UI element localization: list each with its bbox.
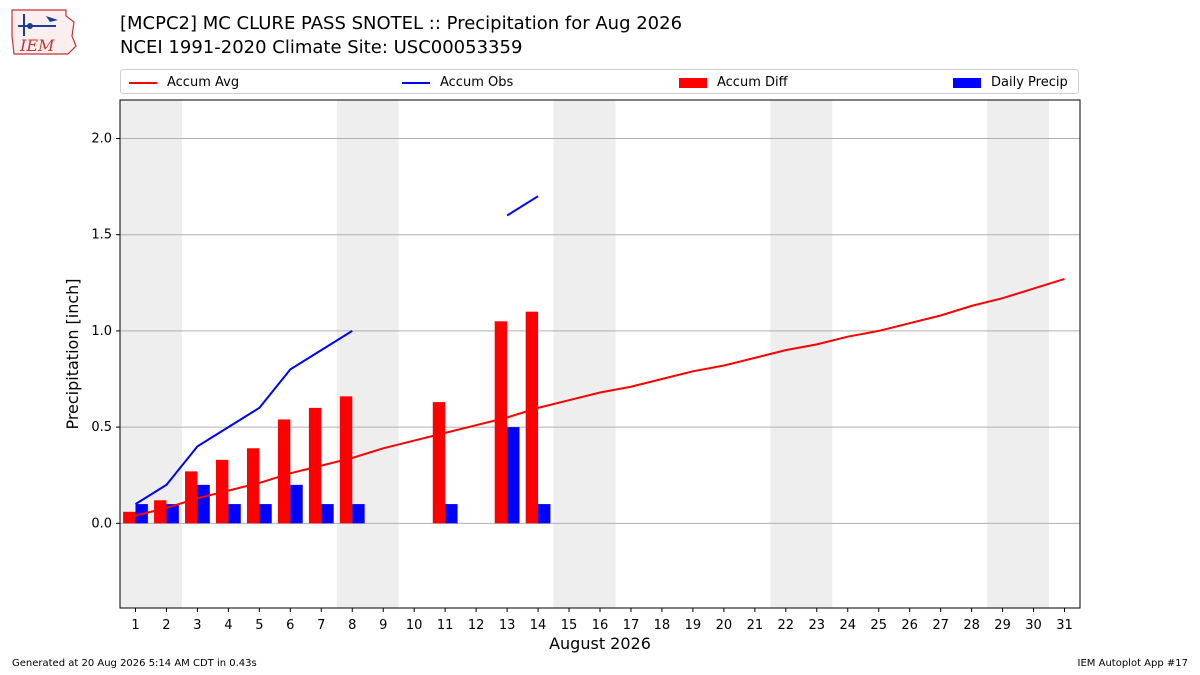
y-tick-label: 0.0	[91, 516, 112, 531]
accum-diff-bar	[432, 402, 446, 524]
legend-accum-obs-swatch	[402, 81, 430, 84]
generated-timestamp: Generated at 20 Aug 2026 5:14 AM CDT in …	[12, 658, 257, 669]
weekend-shade	[553, 100, 616, 608]
accum-diff-bar	[308, 407, 322, 524]
legend-accum-avg-swatch	[129, 81, 157, 84]
x-tick-label: 26	[901, 618, 918, 633]
daily-precip-bar	[538, 504, 551, 524]
accum-obs-line	[134, 330, 353, 505]
legend-accum-diff-label: Accum Diff	[717, 75, 788, 90]
x-tick-label: 7	[317, 618, 325, 633]
legend-accum-avg-label: Accum Avg	[167, 75, 240, 90]
y-tick-label: 2.0	[91, 131, 112, 146]
x-tick-label: 20	[716, 618, 733, 633]
x-tick-label: 18	[654, 618, 671, 633]
x-tick-label: 24	[839, 618, 856, 633]
x-tick-label: 16	[592, 618, 609, 633]
legend-accum-obs: Accum Obs	[402, 70, 513, 95]
y-tick-label: 0.5	[91, 420, 112, 435]
x-tick-label: 19	[685, 618, 702, 633]
x-tick-label: 23	[809, 618, 826, 633]
x-tick-label: 29	[994, 618, 1011, 633]
weekend-shade	[770, 100, 833, 608]
daily-precip-bar	[259, 504, 272, 524]
accum-obs-line	[506, 195, 539, 217]
logo-text: IEM	[19, 36, 55, 55]
x-tick-label: 6	[286, 618, 294, 633]
daily-precip-bar	[445, 504, 458, 524]
legend-accum-diff-swatch	[679, 77, 707, 88]
chart-title: [MCPC2] MC CLURE PASS SNOTEL :: Precipit…	[120, 13, 683, 34]
legend-accum-diff: Accum Diff	[679, 70, 788, 95]
x-tick-label: 8	[348, 618, 356, 633]
chart-subtitle: NCEI 1991-2020 Climate Site: USC00053359	[120, 37, 523, 58]
daily-precip-bar	[166, 504, 179, 524]
legend-daily-precip-label: Daily Precip	[991, 75, 1068, 90]
x-tick-label: 11	[437, 618, 454, 633]
y-tick-label: 1.5	[91, 228, 112, 243]
x-tick-label: 1	[131, 618, 139, 633]
x-tick-label: 13	[499, 618, 516, 633]
x-tick-label: 14	[530, 618, 547, 633]
daily-precip-bar	[228, 504, 241, 524]
x-tick-label: 22	[778, 618, 795, 633]
x-tick-label: 10	[406, 618, 423, 633]
app-credit: IEM Autoplot App #17	[1077, 658, 1188, 669]
legend-daily-precip-swatch	[953, 77, 981, 88]
accum-diff-bar	[123, 511, 136, 524]
weekend-shade	[336, 100, 399, 608]
accum-avg-line	[135, 277, 1065, 517]
weekend-shade	[987, 100, 1050, 608]
accum-diff-bar	[494, 321, 508, 524]
daily-precip-bar	[321, 504, 334, 524]
x-tick-label: 2	[162, 618, 170, 633]
legend-accum-avg: Accum Avg	[129, 70, 239, 95]
accum-diff-bar	[185, 471, 198, 524]
x-tick-label: 17	[623, 618, 640, 633]
x-tick-label: 25	[870, 618, 887, 633]
x-tick-label: 31	[1056, 618, 1073, 633]
chart-legend: Accum Avg Accum Obs Accum Diff Daily Pre…	[120, 69, 1079, 94]
x-axis-label: August 2026	[549, 634, 651, 653]
accum-diff-bar	[525, 311, 539, 524]
x-tick-label: 12	[468, 618, 485, 633]
daily-precip-bar	[352, 504, 365, 524]
x-tick-label: 5	[255, 618, 263, 633]
daily-precip-bar	[197, 484, 210, 524]
weekend-shade	[120, 100, 182, 608]
y-tick-label: 1.0	[91, 324, 112, 339]
x-tick-label: 4	[224, 618, 232, 633]
y-axis-label: Precipitation [inch]	[63, 278, 82, 429]
x-tick-label: 30	[1025, 618, 1042, 633]
x-tick-label: 28	[963, 618, 980, 633]
x-tick-label: 9	[379, 618, 387, 633]
daily-precip-bar	[290, 484, 303, 524]
accum-diff-bar	[154, 500, 167, 524]
accum-diff-bar	[277, 419, 291, 524]
legend-daily-precip: Daily Precip	[953, 70, 1068, 95]
x-tick-label: 15	[561, 618, 578, 633]
x-tick-label: 21	[747, 618, 764, 633]
daily-precip-bar	[507, 427, 520, 524]
accum-diff-bar	[246, 448, 260, 524]
legend-accum-obs-label: Accum Obs	[440, 75, 514, 90]
x-tick-label: 3	[193, 618, 201, 633]
x-tick-label: 27	[932, 618, 949, 633]
iem-logo: IEM	[11, 9, 77, 55]
